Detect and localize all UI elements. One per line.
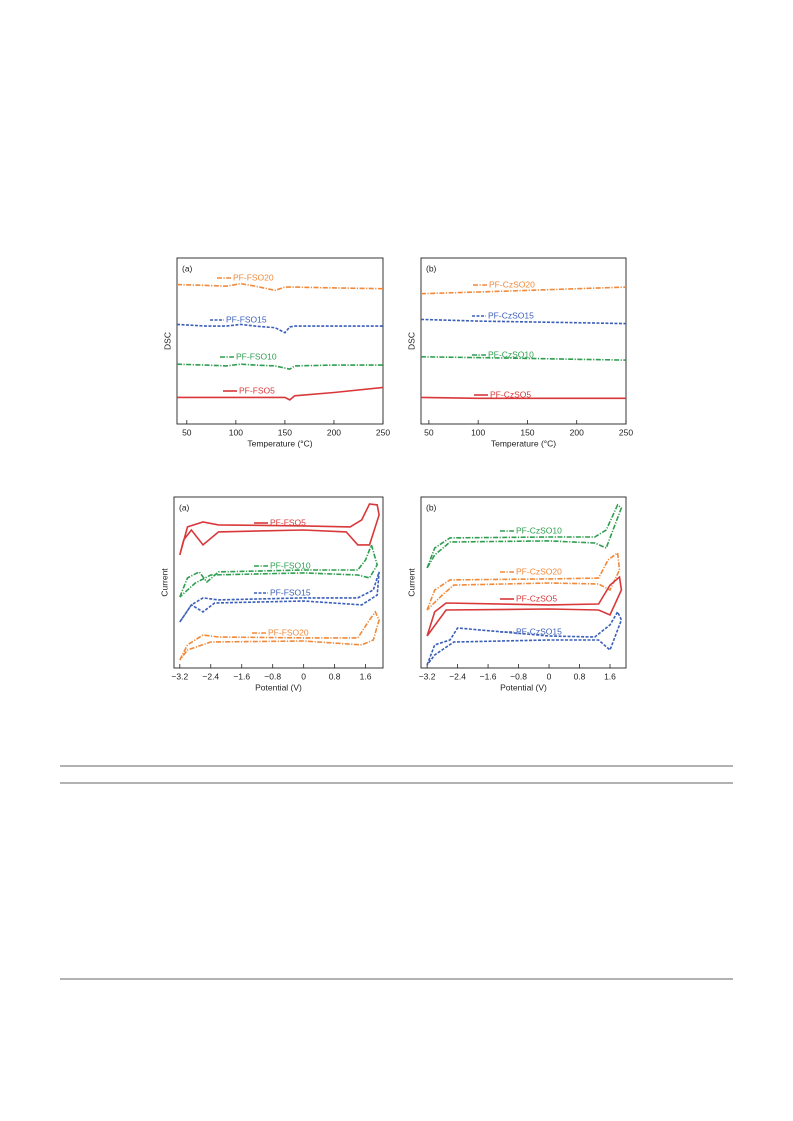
- legend-label: PF-FSO15: [226, 314, 267, 324]
- series-line: [420, 318, 627, 325]
- x-tick-label: 50: [424, 427, 434, 437]
- y-axis-label: DSC: [406, 332, 416, 350]
- series-line: [426, 575, 623, 637]
- panel-label: (b): [426, 263, 437, 273]
- y-axis-label: DSC: [162, 332, 172, 350]
- x-tick-label: 200: [327, 427, 341, 437]
- legend-label: PF-FSO5: [239, 385, 275, 395]
- plot-frame: [420, 257, 627, 425]
- series-line: [179, 503, 380, 556]
- x-axis-label: Potential (V): [500, 682, 547, 692]
- legend-label: PF-CzSO5: [490, 389, 531, 399]
- x-tick-label: −3.2: [419, 671, 436, 681]
- x-axis-label: Temperature (°C): [491, 438, 556, 448]
- x-tick-label: 150: [278, 427, 292, 437]
- x-tick-label: 250: [376, 427, 390, 437]
- panel-label: (a): [179, 502, 190, 512]
- x-tick-label: 200: [570, 427, 584, 437]
- series-line: [176, 282, 384, 292]
- y-axis-label: Current: [406, 568, 416, 597]
- series-line: [420, 286, 627, 295]
- legend-label: PF-FSO10: [236, 351, 277, 361]
- plot-frame: [176, 257, 384, 425]
- x-tick-label: 100: [471, 427, 485, 437]
- series-line: [176, 363, 383, 371]
- x-tick-label: −2.4: [449, 671, 466, 681]
- x-tick-label: 150: [520, 427, 534, 437]
- x-tick-label: −2.4: [202, 671, 219, 681]
- x-tick-label: −0.8: [510, 671, 527, 681]
- series-line: [426, 503, 623, 569]
- plot-frame: [420, 496, 627, 669]
- x-tick-label: 0: [301, 671, 306, 681]
- series-line: [426, 551, 621, 611]
- legend-label: PF-CzSO5: [516, 593, 557, 603]
- legend-label: PF-FSO15: [270, 587, 311, 597]
- y-axis-label: Current: [159, 568, 169, 597]
- legend-label: PF-CzSO15: [488, 310, 534, 320]
- series-line: [179, 571, 380, 623]
- legend-label: PF-FSO5: [270, 517, 306, 527]
- plot-frame: [173, 496, 384, 669]
- x-tick-label: −1.6: [233, 671, 250, 681]
- x-tick-label: −0.8: [264, 671, 281, 681]
- series-line: [176, 323, 383, 334]
- x-tick-label: −3.2: [171, 671, 188, 681]
- legend-label: PF-CzSO20: [516, 566, 562, 576]
- legend-label: PF-CzSO10: [516, 525, 562, 535]
- panel-label: (b): [426, 502, 437, 512]
- x-axis-label: Potential (V): [255, 682, 302, 692]
- x-tick-label: 50: [182, 427, 192, 437]
- legend-label: PF-CzSO15: [516, 626, 562, 636]
- legend-label: PF-CzSO20: [489, 279, 535, 289]
- x-tick-label: 100: [229, 427, 243, 437]
- x-axis-label: Temperature (°C): [247, 438, 312, 448]
- series-line: [426, 610, 623, 666]
- series-line: [179, 542, 379, 598]
- x-tick-label: 1.6: [604, 671, 616, 681]
- series-line: [179, 610, 380, 661]
- x-tick-label: 0: [547, 671, 552, 681]
- series-line: [420, 396, 626, 400]
- x-tick-label: 250: [619, 427, 633, 437]
- panel-label: (a): [182, 263, 193, 273]
- x-tick-label: −1.6: [480, 671, 497, 681]
- series-line: [177, 386, 384, 401]
- series-line: [420, 356, 627, 361]
- x-tick-label: 0.8: [329, 671, 341, 681]
- x-tick-label: 1.6: [360, 671, 372, 681]
- x-tick-label: 0.8: [574, 671, 586, 681]
- legend-label: PF-CzSO10: [488, 349, 534, 359]
- legend-label: PF-FSO10: [270, 560, 311, 570]
- legend-label: PF-FSO20: [268, 627, 309, 637]
- legend-label: PF-FSO20: [233, 272, 274, 282]
